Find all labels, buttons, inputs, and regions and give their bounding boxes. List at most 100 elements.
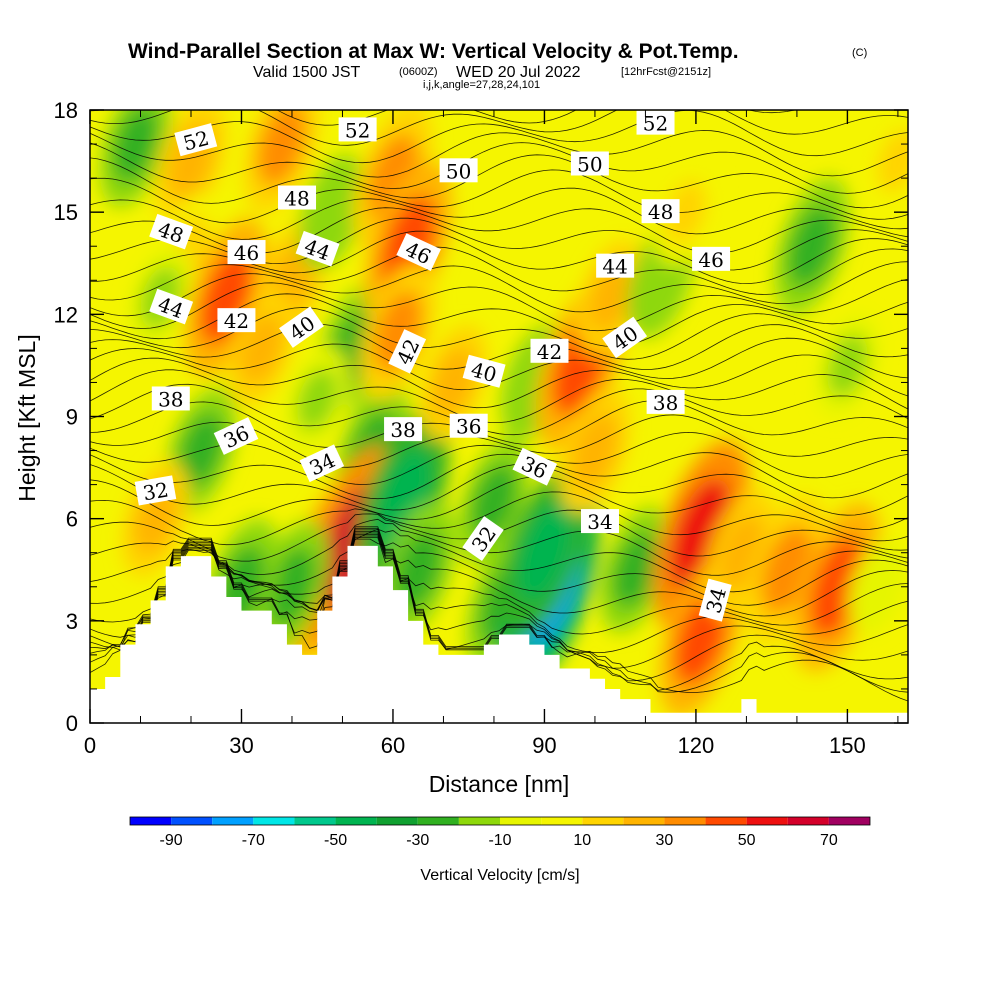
theta-contour-line: [90, 142, 908, 194]
copyright-mark: (C): [852, 47, 867, 59]
theta-contour-line: [90, 278, 908, 332]
theta-contour-line: [90, 463, 908, 516]
theta-label: 48: [278, 185, 317, 211]
theta-label-box: [299, 444, 345, 483]
theta-label: 50: [570, 151, 609, 176]
theta-label: 32: [462, 516, 504, 561]
theta-label-text: 38: [653, 391, 678, 415]
theta-label: 50: [439, 158, 478, 183]
colorbar-label: Vertical Velocity [cm/s]: [420, 867, 579, 884]
colorbar-tick-label: -30: [406, 832, 429, 849]
theta-contour-line: [90, 476, 908, 530]
colorbar-swatch: [746, 817, 788, 825]
theta-label-text: 42: [224, 309, 249, 333]
colorbar-tick-label: -50: [324, 832, 347, 849]
colorbar-swatch: [376, 817, 418, 825]
colorbar-tick-label: -90: [160, 832, 183, 849]
theta-label: 52: [174, 123, 218, 157]
theta-label-box: [396, 233, 441, 272]
velocity-cell: [858, 558, 897, 616]
theta-label-box: [602, 316, 648, 359]
theta-label-text: 42: [537, 340, 562, 364]
y-tick-label: 12: [54, 302, 78, 327]
theta-label: 32: [134, 475, 177, 506]
theta-label-box: [279, 306, 324, 348]
theta-label: 34: [580, 509, 619, 534]
theta-label-box: [388, 329, 427, 374]
theta-label-text: 36: [456, 415, 481, 439]
theta-label: 52: [338, 117, 377, 142]
colorbar-tick-label: 30: [656, 832, 674, 849]
theta-label-box: [134, 475, 177, 506]
theta-label-box: [462, 354, 506, 388]
colorbar: -90 -70 -50 -30 -10 10 30 50 70: [129, 816, 871, 849]
valid-date: WED 20 Jul 2022: [456, 64, 581, 81]
theta-contour-line: [90, 414, 908, 468]
theta-label-box: [580, 509, 619, 534]
grid-index-info: i,j,k,angle=27,28,24,101: [423, 79, 540, 91]
theta-contour-line: [90, 230, 908, 285]
y-tick-label: 15: [54, 200, 78, 225]
theta-contour-line: [90, 110, 908, 146]
velocity-cell: [787, 205, 837, 288]
theta-contour-line: [90, 369, 908, 424]
theta-label-box: [692, 246, 731, 271]
theta-contour-line: [90, 535, 908, 638]
theta-label: 36: [449, 413, 488, 439]
y-axis-label: Height [Kft MSL]: [14, 334, 40, 501]
theta-label: 48: [641, 199, 680, 224]
theta-contour-line: [90, 452, 908, 500]
theta-label-box: [439, 158, 478, 183]
x-tick-label: 150: [829, 733, 866, 758]
theta-label-box: [641, 199, 680, 224]
colorbar-tick-label: 70: [820, 832, 838, 849]
velocity-cell: [112, 110, 159, 183]
chart-title: Wind-Parallel Section at Max W: Vertical…: [128, 40, 739, 63]
theta-label-text: 46: [698, 248, 723, 272]
theta-label: 42: [217, 308, 256, 333]
theta-contour-line: [90, 110, 797, 126]
theta-contour-line: [90, 187, 908, 240]
theta-label-box: [227, 240, 266, 265]
theta-contour-line: [90, 307, 908, 360]
theta-label-box: [174, 123, 218, 157]
theta-contour-line: [90, 217, 908, 271]
velocity-cell: [826, 333, 868, 397]
theta-label: 46: [692, 246, 731, 272]
theta-label-box: [278, 185, 317, 210]
theta-label-box: [151, 386, 190, 411]
theta-contour-line: [90, 110, 908, 164]
theta-label-box: [596, 253, 635, 278]
theta-label-box: [384, 417, 423, 442]
theta-label-text: 52: [643, 112, 668, 136]
theta-label-text: 32: [141, 477, 170, 505]
velocity-cell: [588, 262, 632, 333]
theta-label-box: [636, 110, 675, 135]
colorbar-swatch: [171, 817, 213, 825]
theta-label-box: [512, 447, 558, 486]
valid-zulu: (0600Z): [399, 66, 438, 78]
theta-contour-line: [90, 323, 908, 370]
theta-contour-line: [90, 354, 908, 409]
velocity-cell: [268, 546, 316, 627]
velocity-cell: [516, 501, 573, 604]
theta-label-box: [149, 288, 194, 325]
colorbar-swatch: [787, 817, 829, 825]
theta-contour-line: [90, 207, 908, 254]
theta-label-box: [213, 417, 259, 455]
colorbar-swatch: [458, 817, 500, 825]
theta-label-text: 50: [446, 159, 471, 183]
theta-label-text: 38: [158, 387, 183, 411]
theta-label-box: [149, 213, 194, 250]
terrain: [90, 545, 908, 723]
y-tick-label: 3: [66, 609, 78, 634]
colorbar-frame: [129, 816, 871, 826]
theta-contours: [90, 110, 908, 702]
valid-time: Valid 1500 JST: [253, 64, 361, 81]
y-tick-label: 18: [54, 98, 78, 123]
theta-label: 46: [227, 240, 266, 265]
velocity-cell: [257, 110, 307, 186]
theta-label-box: [698, 578, 732, 622]
theta-label-box: [462, 516, 504, 561]
